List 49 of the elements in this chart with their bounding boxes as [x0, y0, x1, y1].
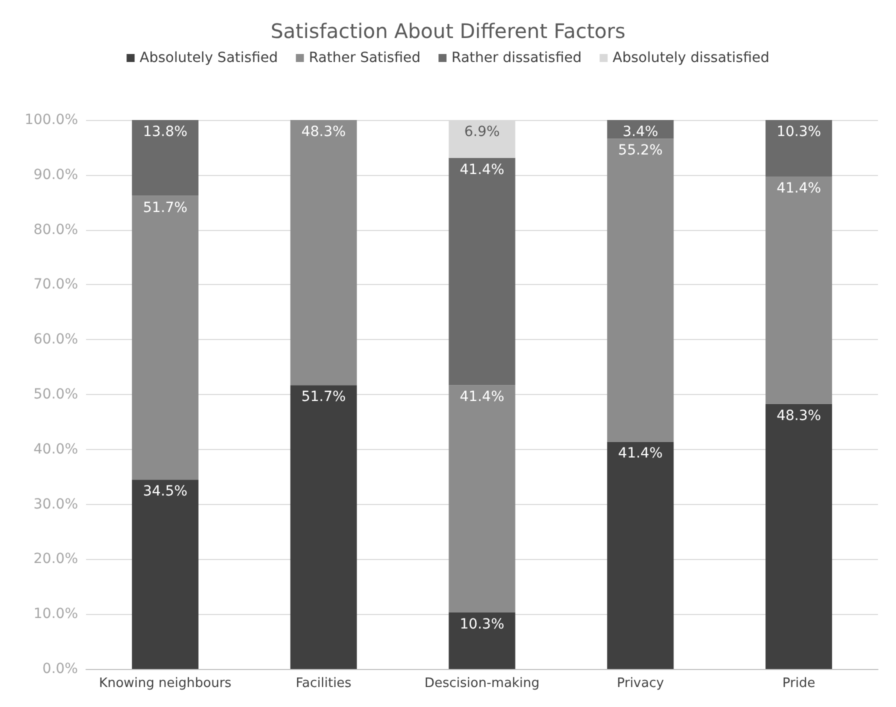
chart-title: Satisfaction About Different Factors	[270, 19, 626, 43]
legend-label: Absolutely Satisfied	[140, 50, 278, 66]
data-label: 6.9%	[464, 124, 500, 140]
bar	[448, 158, 516, 386]
legend-label: Absolutely dissatisfied	[612, 50, 770, 66]
bar	[766, 176, 832, 404]
data-label: 48.3%	[776, 408, 822, 424]
y-tick-label: 40.0%	[34, 441, 78, 458]
x-tick-label: Pride	[782, 676, 816, 691]
data-label: 10.3%	[776, 124, 822, 140]
bar	[132, 120, 198, 196]
data-label: 34.5%	[142, 484, 188, 500]
data-label: 10.3%	[460, 616, 504, 632]
bar	[607, 138, 674, 442]
y-tick-label: 20.0%	[34, 551, 78, 568]
data-label: 48.3%	[301, 124, 346, 140]
y-tick-label: 10.0%	[34, 606, 78, 622]
y-tick-label: 30.0%	[34, 496, 78, 512]
bar	[290, 385, 357, 669]
legend-label: Rather dissatisfied	[452, 50, 582, 66]
data-label: 3.4%	[622, 124, 658, 140]
bar	[132, 196, 198, 480]
y-tick-label: 70.0%	[34, 276, 78, 293]
y-tick-label: 0.0%	[42, 661, 78, 677]
data-label: 13.8%	[142, 124, 188, 140]
x-tick-label: Privacy	[616, 676, 664, 691]
y-tick-label: 60.0%	[34, 332, 78, 348]
data-label: 41.4%	[460, 162, 504, 178]
bar	[132, 480, 198, 669]
x-tick-label: Knowing neighbours	[98, 676, 232, 691]
bar	[290, 120, 357, 386]
y-tick-label: 80.0%	[34, 222, 78, 238]
data-label: 51.7%	[301, 389, 346, 406]
data-label: 41.4%	[460, 389, 504, 406]
x-tick-label: Facilities	[296, 676, 352, 691]
y-tick-label: 100.0%	[24, 112, 78, 128]
bar	[766, 404, 832, 669]
legend-label: Rather Satisfied	[308, 50, 421, 66]
bar	[766, 120, 832, 177]
bar	[607, 442, 674, 669]
x-tick-label: Descision-making	[424, 676, 540, 691]
data-label: 41.4%	[618, 446, 663, 462]
y-tick-label: 90.0%	[34, 166, 78, 183]
data-label: 55.2%	[618, 142, 663, 159]
data-label: 51.7%	[142, 200, 188, 216]
bar	[448, 385, 516, 612]
bar	[448, 612, 516, 669]
data-label: 41.4%	[776, 180, 822, 197]
y-tick-label: 50.0%	[34, 386, 78, 402]
